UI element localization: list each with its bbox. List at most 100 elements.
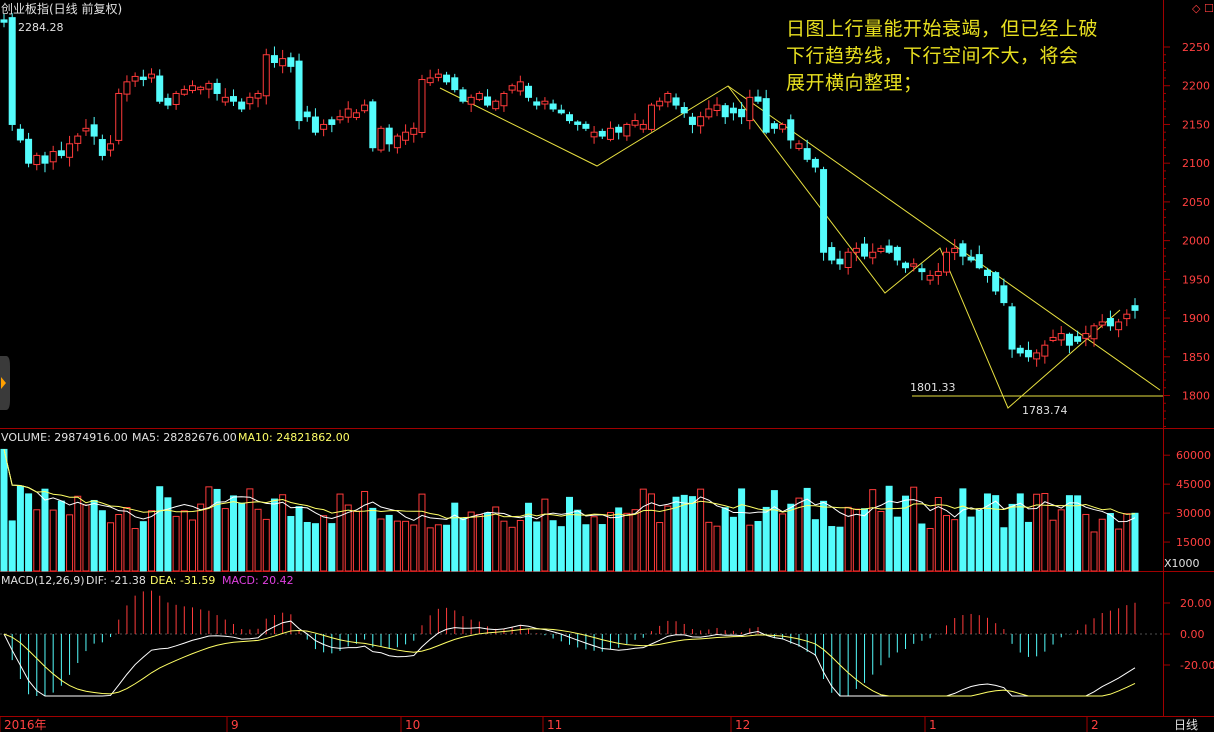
- volume-bar: [680, 494, 688, 572]
- volume-bar: [1008, 503, 1016, 572]
- chart-title: 创业板指(日线 前复权): [1, 1, 122, 16]
- volume-bar: [738, 488, 746, 572]
- volume-bar: [385, 514, 393, 572]
- candle-body: [1131, 305, 1139, 311]
- candle-body: [189, 85, 196, 91]
- low-label: 1783.74: [1022, 404, 1068, 417]
- volume-bar: [90, 499, 98, 572]
- volume-bar: [49, 509, 57, 572]
- volume-bar: [811, 519, 819, 572]
- volume-tick-label: 45000: [1176, 478, 1211, 491]
- date-label: 12: [735, 718, 750, 732]
- candle-body: [33, 154, 41, 166]
- candle-body: [721, 105, 729, 118]
- candle-body: [8, 17, 16, 125]
- candle-body: [779, 123, 787, 130]
- volume-bar: [631, 509, 639, 572]
- volume-bar: [410, 524, 418, 572]
- candle-body: [82, 127, 90, 132]
- candle-body: [1016, 347, 1024, 354]
- volume-bar: [467, 511, 475, 572]
- volume-bar: [443, 524, 451, 572]
- candle-body: [352, 112, 360, 118]
- candle-body: [287, 57, 295, 67]
- volume-axis: 60000 45000 30000 15000: [1163, 449, 1211, 549]
- volume-bar: [590, 516, 598, 572]
- volume-unit: X1000: [1164, 557, 1200, 570]
- candle-body: [1008, 306, 1016, 350]
- volume-bar: [344, 504, 352, 572]
- candle-body: [402, 131, 410, 141]
- corner-icon[interactable]: ◇ ☐: [1192, 2, 1214, 15]
- volume-bar: [1049, 519, 1057, 572]
- candle-body: [156, 75, 164, 102]
- candle-body: [820, 169, 828, 253]
- candle-body: [320, 123, 328, 130]
- volume-bar: [639, 488, 647, 572]
- candle-body: [49, 151, 57, 163]
- volume-bar: [820, 500, 828, 572]
- annotation-line-2: 下行趋势线，下行空间不大，将会: [786, 45, 1079, 67]
- candle-body: [713, 104, 721, 112]
- volume-bar: [606, 512, 614, 572]
- volume-bar: [426, 527, 434, 572]
- candle-body: [877, 247, 885, 252]
- volume-bar: [25, 493, 33, 572]
- volume-bar: [361, 490, 369, 572]
- period-label[interactable]: 日线: [1174, 718, 1198, 732]
- macd-label: MACD(12,26,9): [1, 574, 85, 587]
- volume-bar: [795, 497, 803, 572]
- volume-bar: [172, 515, 180, 572]
- candle-body: [893, 246, 901, 261]
- volume-bar: [893, 516, 901, 572]
- candle-body: [443, 74, 451, 83]
- date-label: 2016年: [4, 718, 47, 732]
- candle-body: [1082, 333, 1090, 339]
- candle-body: [148, 73, 156, 79]
- candle-body: [992, 272, 1000, 292]
- volume-bar: [57, 500, 65, 572]
- arrow-right-icon[interactable]: [1, 377, 6, 389]
- volume-bar: [1098, 518, 1106, 572]
- candle-body: [393, 135, 401, 149]
- volume-bar: [787, 503, 795, 572]
- annotation: 日图上行量能开始衰竭，但已经上破 下行趋势线，下行空间不大，将会 展开横向整理；: [786, 16, 1186, 97]
- volume-bar: [320, 515, 328, 572]
- volume-bar: [352, 510, 360, 572]
- candle-body: [303, 111, 311, 118]
- candle-body: [598, 130, 606, 137]
- candle-body: [369, 101, 377, 149]
- volume-ma10-label: MA10: 24821862.00: [238, 431, 350, 444]
- volume-bar: [139, 521, 147, 572]
- volume-bar: [574, 509, 582, 572]
- date-label: 1: [929, 718, 937, 732]
- volume-bar: [279, 494, 287, 572]
- candle-body: [115, 92, 123, 141]
- candle-body: [590, 131, 598, 138]
- candle-body: [606, 127, 614, 140]
- volume-bar: [828, 526, 836, 572]
- candle-body: [852, 247, 860, 253]
- volume-bar: [107, 522, 115, 572]
- price-tick-label: 2050: [1182, 196, 1210, 209]
- volume-bar: [803, 487, 811, 572]
- candle-body: [639, 123, 647, 130]
- candle-body: [738, 108, 746, 118]
- candle-body: [1074, 336, 1082, 342]
- volume-bar: [246, 488, 254, 572]
- volume-bar: [197, 503, 205, 572]
- candle-body: [787, 119, 795, 141]
- candle-body: [107, 143, 115, 151]
- price-tick-label: 1950: [1182, 273, 1210, 286]
- date-label: 10: [405, 718, 420, 732]
- candle-body: [1106, 318, 1114, 327]
- volume-bar: [254, 508, 262, 572]
- candle-body: [434, 73, 442, 78]
- candle-body: [123, 81, 131, 95]
- volume-bar: [451, 502, 459, 572]
- date-label: 11: [547, 718, 562, 732]
- volume-bar: [1057, 509, 1065, 572]
- candle-body: [197, 86, 205, 91]
- candle-body: [500, 92, 508, 107]
